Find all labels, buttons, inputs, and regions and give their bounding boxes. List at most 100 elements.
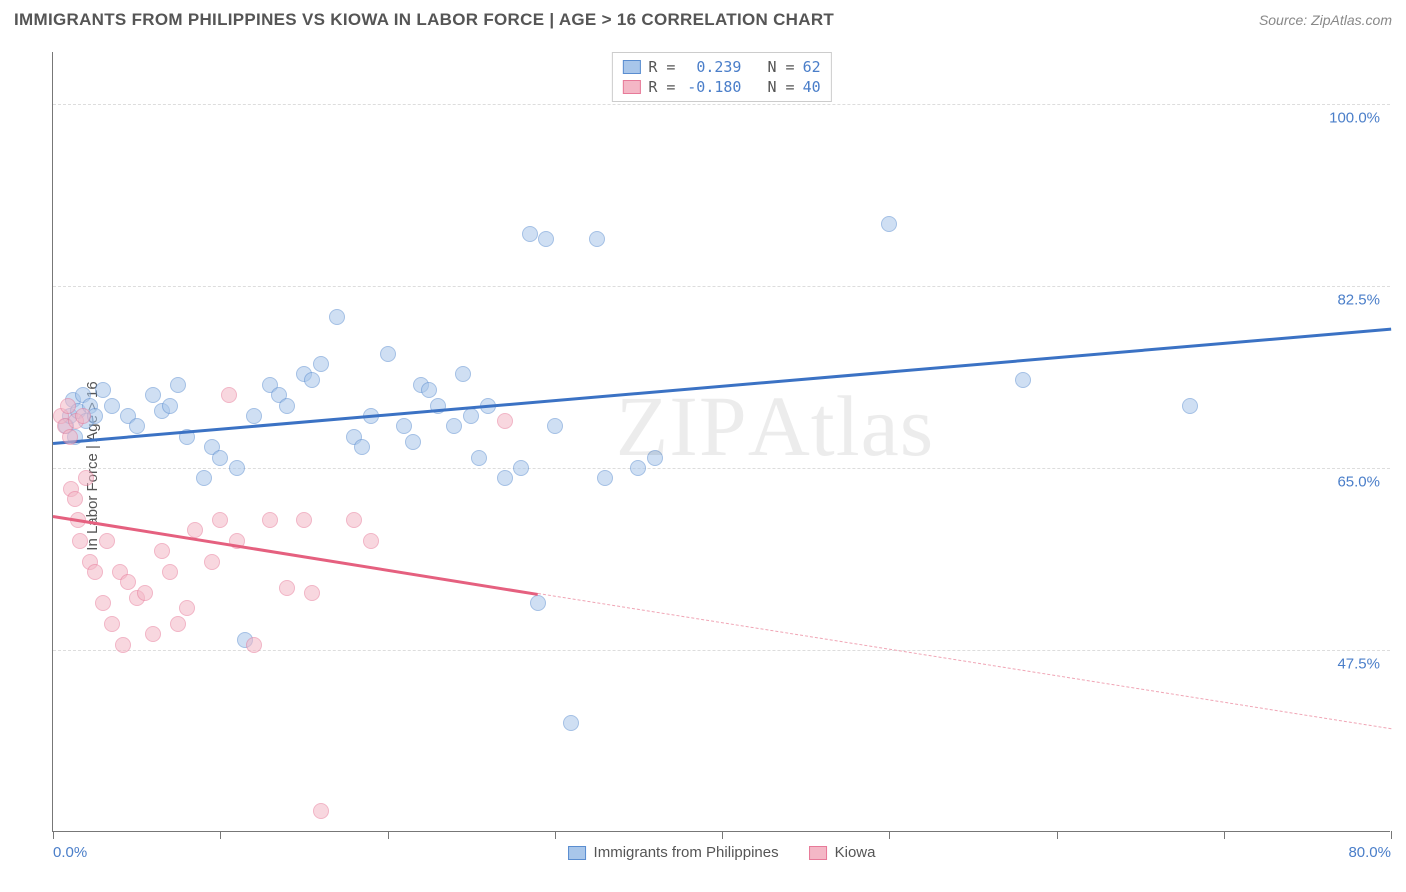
- data-point: [396, 418, 412, 434]
- data-point: [304, 372, 320, 388]
- data-point: [246, 408, 262, 424]
- data-point: [513, 460, 529, 476]
- x-tick: [889, 831, 890, 839]
- x-tick: [1224, 831, 1225, 839]
- r-value: 0.239: [683, 58, 741, 76]
- data-point: [104, 398, 120, 414]
- data-point: [212, 450, 228, 466]
- data-point: [104, 616, 120, 632]
- data-point: [67, 491, 83, 507]
- data-point: [95, 382, 111, 398]
- series-legend: Immigrants from Philippines Kiowa: [568, 844, 876, 861]
- trend-line-extrapolated: [538, 593, 1391, 729]
- data-point: [304, 585, 320, 601]
- gridline: [53, 468, 1390, 469]
- data-point: [463, 408, 479, 424]
- data-point: [145, 626, 161, 642]
- source-attribution: Source: ZipAtlas.com: [1259, 12, 1392, 28]
- data-point: [881, 216, 897, 232]
- data-point: [1182, 398, 1198, 414]
- data-point: [538, 231, 554, 247]
- data-point: [145, 387, 161, 403]
- legend-swatch: [568, 846, 586, 860]
- x-tick: [1391, 831, 1392, 839]
- legend-label: Immigrants from Philippines: [594, 844, 779, 861]
- data-point: [78, 470, 94, 486]
- data-point: [62, 429, 78, 445]
- data-point: [279, 580, 295, 596]
- y-tick-label: 82.5%: [1337, 292, 1380, 309]
- x-tick: [1057, 831, 1058, 839]
- data-point: [196, 470, 212, 486]
- data-point: [262, 512, 278, 528]
- data-point: [162, 398, 178, 414]
- x-tick: [722, 831, 723, 839]
- data-point: [162, 564, 178, 580]
- data-point: [87, 564, 103, 580]
- data-point: [405, 434, 421, 450]
- correlation-legend: R = 0.239N =62R =-0.180N =40: [611, 52, 831, 102]
- data-point: [329, 309, 345, 325]
- trend-line: [53, 328, 1391, 445]
- data-point: [204, 554, 220, 570]
- data-point: [380, 346, 396, 362]
- data-point: [446, 418, 462, 434]
- data-point: [221, 387, 237, 403]
- data-point: [563, 715, 579, 731]
- data-point: [354, 439, 370, 455]
- data-point: [129, 418, 145, 434]
- y-tick-label: 47.5%: [1337, 656, 1380, 673]
- data-point: [296, 512, 312, 528]
- x-tick-label: 80.0%: [1348, 844, 1391, 861]
- data-point: [497, 413, 513, 429]
- data-point: [346, 512, 362, 528]
- data-point: [630, 460, 646, 476]
- data-point: [115, 637, 131, 653]
- n-label: N =: [767, 78, 794, 96]
- data-point: [1015, 372, 1031, 388]
- legend-stat-row: R =-0.180N =40: [622, 77, 820, 97]
- legend-swatch: [622, 80, 640, 94]
- data-point: [60, 398, 76, 414]
- plot-area: ZIPAtlas R = 0.239N =62R =-0.180N =40 Im…: [52, 52, 1390, 832]
- data-point: [455, 366, 471, 382]
- gridline: [53, 104, 1390, 105]
- data-point: [279, 398, 295, 414]
- data-point: [363, 533, 379, 549]
- legend-label: Kiowa: [835, 844, 876, 861]
- data-point: [547, 418, 563, 434]
- data-point: [137, 585, 153, 601]
- x-tick: [53, 831, 54, 839]
- x-tick-label: 0.0%: [53, 844, 87, 861]
- data-point: [313, 803, 329, 819]
- data-point: [471, 450, 487, 466]
- gridline: [53, 286, 1390, 287]
- x-tick: [555, 831, 556, 839]
- n-value: 40: [803, 78, 821, 96]
- data-point: [522, 226, 538, 242]
- data-point: [597, 470, 613, 486]
- data-point: [530, 595, 546, 611]
- chart-container: In Labor Force | Age > 16 ZIPAtlas R = 0…: [0, 40, 1406, 892]
- data-point: [75, 408, 91, 424]
- legend-stat-row: R = 0.239N =62: [622, 57, 820, 77]
- data-point: [229, 460, 245, 476]
- legend-swatch: [622, 60, 640, 74]
- data-point: [421, 382, 437, 398]
- x-tick: [388, 831, 389, 839]
- data-point: [170, 377, 186, 393]
- data-point: [497, 470, 513, 486]
- data-point: [120, 574, 136, 590]
- data-point: [589, 231, 605, 247]
- data-point: [179, 600, 195, 616]
- data-point: [246, 637, 262, 653]
- data-point: [647, 450, 663, 466]
- r-value: -0.180: [683, 78, 741, 96]
- legend-swatch: [809, 846, 827, 860]
- data-point: [72, 533, 88, 549]
- n-value: 62: [803, 58, 821, 76]
- chart-title: IMMIGRANTS FROM PHILIPPINES VS KIOWA IN …: [14, 10, 834, 30]
- y-tick-label: 100.0%: [1329, 110, 1380, 127]
- legend-item: Kiowa: [809, 844, 876, 861]
- data-point: [99, 533, 115, 549]
